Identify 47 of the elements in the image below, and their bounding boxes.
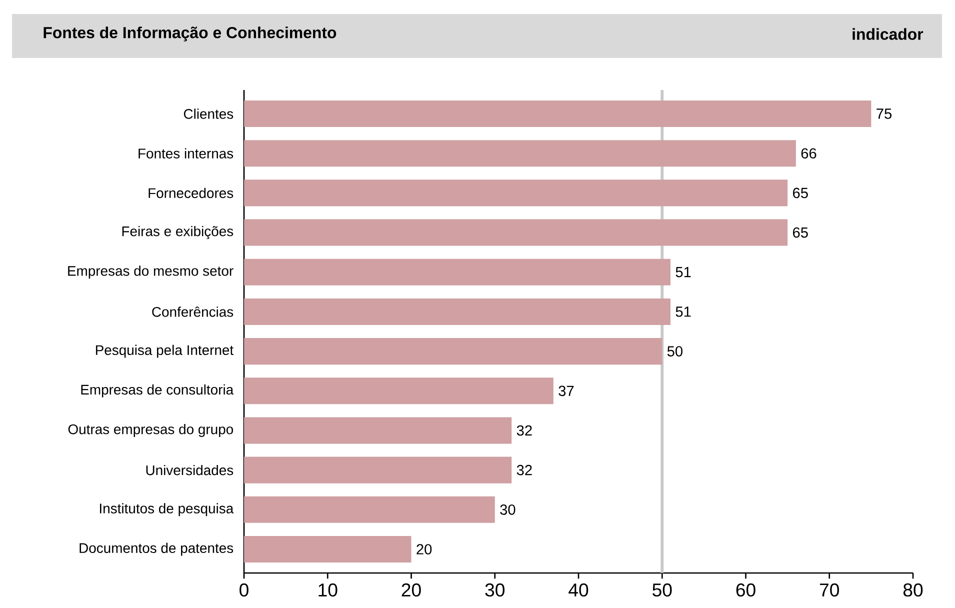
data-label: 66 (801, 148, 816, 159)
bar (244, 536, 412, 563)
data-label: 20 (416, 544, 432, 554)
bar (244, 298, 670, 325)
data-label: 32 (516, 464, 532, 476)
bar (244, 180, 788, 206)
y-tick-label: Universidades (146, 464, 234, 476)
x-tick-label: 40 (568, 583, 588, 597)
bar (244, 378, 554, 404)
x-tick-label: 20 (402, 583, 421, 597)
data-label: 37 (558, 386, 574, 396)
x-tick-label: 80 (903, 583, 923, 597)
y-tick-label: Conferências (152, 306, 234, 317)
bar (244, 258, 670, 286)
data-label: 50 (667, 346, 682, 356)
chart-subtitle: indicador (852, 28, 924, 40)
data-label: 51 (676, 306, 691, 317)
y-tick-label: Institutos de pesquisa (100, 503, 234, 516)
bar (244, 417, 512, 444)
x-tick-label: 50 (652, 583, 672, 597)
chart-title: Fontes de Informação e Conhecimento (44, 26, 336, 42)
data-label: 65 (793, 227, 808, 238)
y-tick-label: Feiras e exibições (122, 226, 234, 240)
bar (244, 100, 872, 128)
y-tick-label: Outras empresas do grupo (68, 424, 234, 437)
y-tick-label: Fornecedores (148, 188, 234, 198)
x-tick-label: 30 (485, 583, 504, 597)
data-label: 75 (876, 108, 892, 119)
x-tick-label: 0 (240, 583, 248, 597)
y-tick-label: Documentos de patentes (80, 542, 234, 556)
y-tick-label: Fontes internas (138, 148, 234, 158)
data-label: 65 (793, 188, 808, 198)
x-tick-label: 70 (820, 583, 839, 597)
data-label: 30 (500, 504, 516, 515)
bar (244, 456, 512, 484)
bar (244, 140, 796, 167)
y-tick-label: Empresas do mesmo setor (68, 266, 234, 279)
x-tick-label: 10 (318, 583, 338, 597)
y-tick-label: Pesquisa pela Internet (96, 344, 234, 358)
data-label: 51 (676, 267, 691, 278)
x-tick-label: 60 (736, 583, 756, 597)
y-tick-label: Clientes (184, 108, 234, 119)
data-label: 32 (516, 425, 532, 436)
y-tick-label: Empresas de consultoria (81, 384, 234, 398)
bar (244, 338, 662, 365)
bar (244, 219, 788, 246)
bar (244, 496, 495, 523)
